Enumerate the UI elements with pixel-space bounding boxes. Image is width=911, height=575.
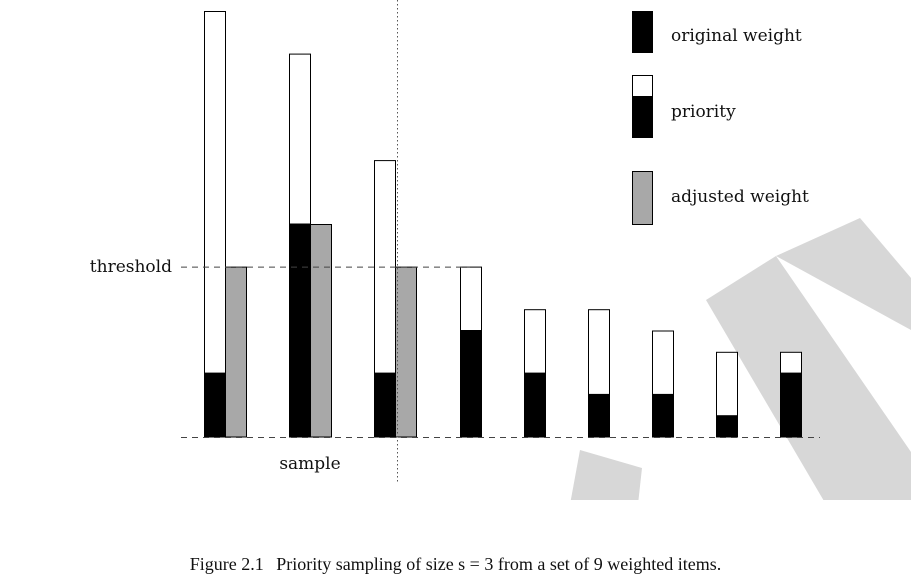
priority-sampling-chart: threshold sample original weight priority a… <box>90 0 911 500</box>
adjusted-weight-bar <box>310 224 332 438</box>
original-weight-bar <box>588 393 610 438</box>
threshold-label: threshold <box>90 257 172 277</box>
original-weight-bar <box>204 372 226 438</box>
sample-label: sample <box>279 454 340 474</box>
adjusted-weight-bar <box>225 266 247 438</box>
legend: original weight priority adjusted weight <box>632 11 809 225</box>
original-weight-bar <box>524 372 546 438</box>
watermark-stroke <box>706 256 911 500</box>
legend-label-original-weight: original weight <box>671 26 802 46</box>
figure-caption-text: Priority sampling of size s = 3 from a s… <box>276 554 722 574</box>
guide-lines: threshold sample <box>90 0 820 482</box>
legend-swatch-priority-fill <box>632 96 653 138</box>
legend-label-adjusted-weight: adjusted weight <box>671 187 809 207</box>
bars <box>204 11 802 438</box>
adjusted-weight-bar <box>395 266 417 438</box>
figure-caption: Figure 2.1 Priority sampling of size s =… <box>0 554 911 575</box>
original-weight-bar <box>289 223 311 438</box>
original-weight-bar <box>460 330 482 438</box>
original-weight-bar <box>716 415 738 438</box>
figure-number: Figure 2.1 <box>189 554 264 574</box>
original-weight-bar <box>374 372 396 438</box>
original-weight-bar <box>780 372 802 438</box>
legend-label-priority: priority <box>671 102 736 122</box>
original-weight-bar <box>652 393 674 438</box>
watermark-stroke <box>570 450 642 500</box>
draft-watermark <box>570 218 911 500</box>
legend-swatch-adjusted-weight <box>632 171 653 225</box>
watermark-stroke <box>776 218 911 330</box>
figure: threshold sample original weight priority a… <box>90 0 911 574</box>
legend-swatch-original-weight <box>632 11 653 53</box>
